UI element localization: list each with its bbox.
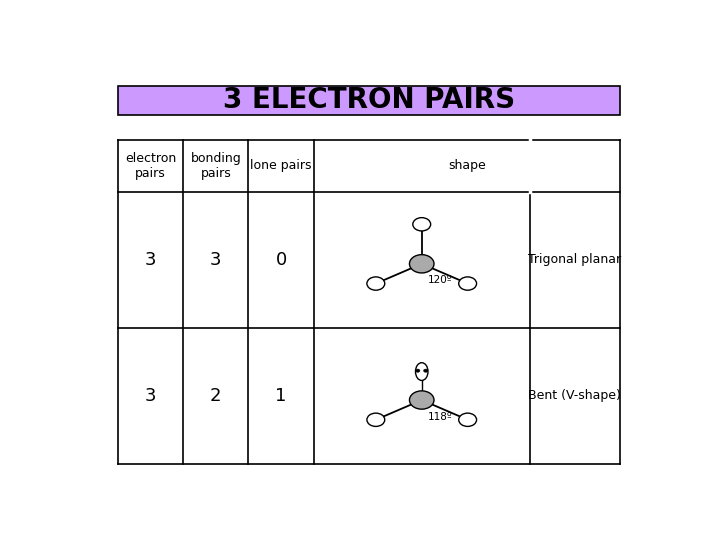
- Text: Bent (V-shape): Bent (V-shape): [528, 389, 621, 402]
- Circle shape: [459, 277, 477, 290]
- Text: 3: 3: [145, 387, 156, 405]
- Circle shape: [459, 413, 477, 427]
- Text: 2: 2: [210, 387, 222, 405]
- Circle shape: [367, 277, 384, 290]
- Ellipse shape: [415, 363, 428, 381]
- Circle shape: [423, 369, 428, 373]
- Text: 0: 0: [276, 251, 287, 268]
- Circle shape: [367, 413, 384, 427]
- Text: 3 ELECTRON PAIRS: 3 ELECTRON PAIRS: [223, 86, 515, 114]
- Text: 1: 1: [276, 387, 287, 405]
- Text: lone pairs: lone pairs: [251, 159, 312, 172]
- Text: 3: 3: [210, 251, 222, 268]
- Text: 118º: 118º: [428, 411, 453, 422]
- Circle shape: [410, 391, 434, 409]
- Text: Trigonal planar: Trigonal planar: [528, 253, 621, 266]
- Circle shape: [410, 255, 434, 273]
- Text: bonding
pairs: bonding pairs: [191, 152, 241, 180]
- Text: 120º: 120º: [428, 275, 453, 286]
- Text: 3: 3: [145, 251, 156, 268]
- Circle shape: [413, 218, 431, 231]
- FancyBboxPatch shape: [118, 85, 620, 114]
- Circle shape: [415, 369, 420, 373]
- Text: shape: shape: [448, 159, 486, 172]
- Text: electron
pairs: electron pairs: [125, 152, 176, 180]
